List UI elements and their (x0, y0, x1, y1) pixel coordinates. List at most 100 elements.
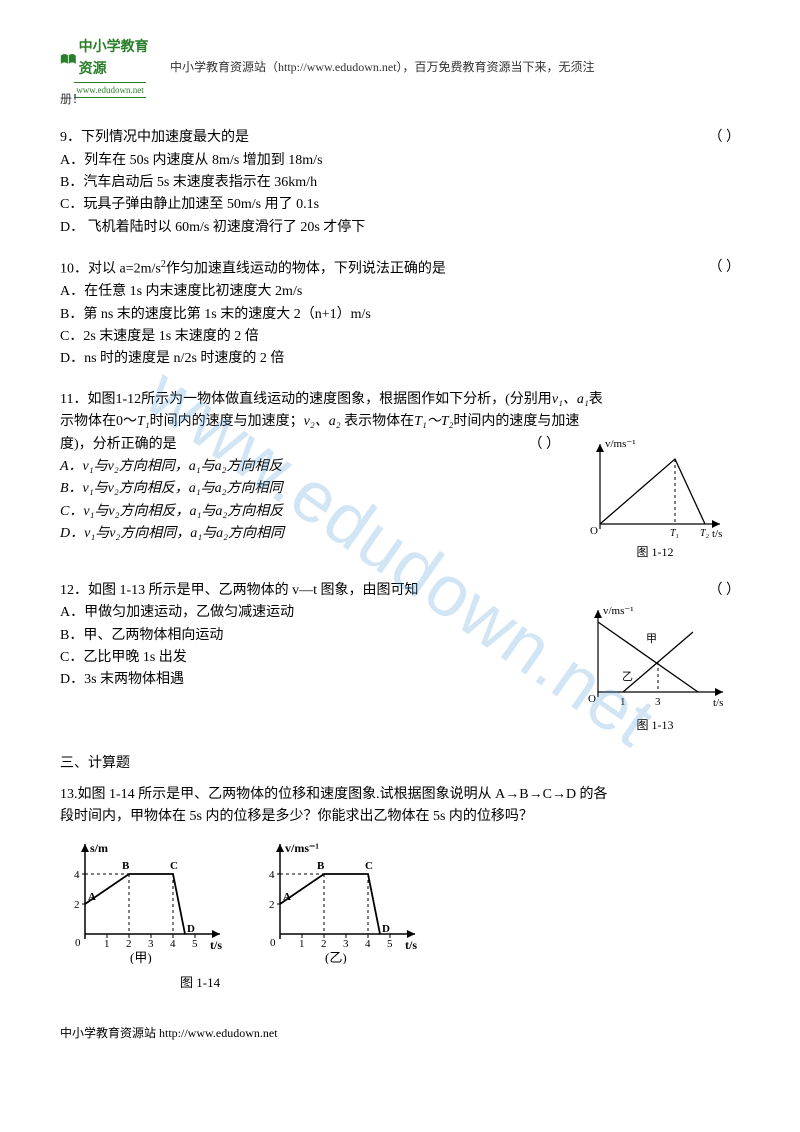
yi-B: B (317, 860, 325, 872)
q10-optD: D．ns 时的速度是 n/2s 时速度的 2 倍 (60, 348, 740, 370)
fig12-T1: T₁ (670, 528, 679, 539)
q11-optD: D．v₁与v₂方向相同，a₁与a₂方向相同 (60, 523, 570, 545)
q10-stem-post: 作匀加速直线运动的物体，下列说法正确的是 (166, 262, 446, 277)
section-3-head: 三、计算题 (60, 753, 740, 775)
q12-optB: B．甲、乙两物体相向运动 (60, 625, 570, 647)
fig12-caption: 图 1-12 (570, 543, 740, 562)
q11-paren: （ ） (529, 434, 561, 456)
question-13: 13.如图 1-14 所示是甲、乙两物体的位移和速度图象.试根据图象说明从 A→… (60, 784, 740, 994)
question-11: 11．如图1-12所示为一物体做直线运动的速度图象，根据图作如下分析，(分别用v… (60, 389, 740, 562)
q11-l2-mid1: 时间内的速度与加速度； (150, 414, 304, 429)
jia-D: D (187, 923, 195, 935)
q9-optA: A．列车在 50s 内速度从 8m/s 增加到 18m/s (60, 150, 740, 172)
yi-xlabel: t/s (405, 938, 417, 952)
figure-1-13: v/ms⁻¹ t/s O 1 3 甲 乙 图 1-13 (570, 602, 740, 735)
q9-stem: 9．下列情况中加速度最大的是 (60, 130, 249, 145)
svg-text:0: 0 (75, 937, 81, 949)
q12-paren: （ ） (709, 580, 741, 602)
q11-l2-post: 时间内的速度与加速 (453, 414, 579, 429)
fig14-caption: 图 1-14 (180, 973, 740, 994)
site-logo: 中小学教育资源 www.edudown.net (60, 50, 160, 85)
svg-text:3: 3 (343, 938, 349, 950)
q9-optC: C．玩具子弹由静止加速至 50m/s 用了 0.1s (60, 194, 740, 216)
q11-l3: 度)，分析正确的是 (60, 437, 177, 452)
q12-stem: 12．如图 1-13 所示是甲、乙两物体的 v—t 图象，由图可知 (60, 583, 419, 598)
q10-stem-pre: 10．对以 a=2m/s (60, 262, 161, 277)
jia-xlabel: t/s (210, 938, 222, 952)
svg-text:0: 0 (270, 937, 276, 949)
jia-B: B (122, 860, 130, 872)
fig13-x3: 3 (655, 696, 661, 708)
q10-options: A．在任意 1s 内末速度比初速度大 2m/s B．第 ns 末的速度比第 1s… (60, 281, 740, 371)
q10-optC: C．2s 末速度是 1s 末速度的 2 倍 (60, 326, 740, 348)
figure-1-14-jia: s/m t/s 0 1 2 3 4 5 2 4 A B C D (甲) (60, 834, 230, 972)
page-root: www.edudown.net 中小学教育资源 www.edudown.net … (0, 0, 800, 1073)
header-line1: 中小学教育资源站（http://www.edudown.net），百万免费教育资… (170, 50, 740, 77)
question-10: 10．对以 a=2m/s2作匀加速直线运动的物体，下列说法正确的是 （ ） A．… (60, 257, 740, 371)
q11-l2-mid2: 表示物体在 (341, 414, 415, 429)
page-footer: 中小学教育资源站 http://www.edudown.net (60, 1024, 740, 1043)
svg-text:5: 5 (192, 938, 198, 950)
q10-optA: A．在任意 1s 内末速度比初速度大 2m/s (60, 281, 740, 303)
jia-ylabel: s/m (90, 841, 108, 855)
yi-y4: 4 (269, 869, 275, 881)
q9-options: A．列车在 50s 内速度从 8m/s 增加到 18m/s B．汽车启动后 5s… (60, 150, 740, 240)
fig12-T2: T₂ (700, 528, 710, 539)
jia-C: C (170, 860, 178, 872)
svg-text:5: 5 (387, 938, 393, 950)
yi-sub: (乙) (325, 950, 347, 964)
yi-C: C (365, 860, 373, 872)
q13-l1: 13.如图 1-14 所示是甲、乙两物体的位移和速度图象.试根据图象说明从 A→… (60, 784, 740, 806)
svg-text:1: 1 (299, 938, 305, 950)
jia-A: A (88, 891, 96, 903)
q11-l1-pre: 11．如图1-12所示为一物体做直线运动的速度图象，根据图作如下分析，(分别用 (60, 392, 552, 407)
question-9: 9．下列情况中加速度最大的是 （ ） A．列车在 50s 内速度从 8m/s 增… (60, 127, 740, 239)
q11-l2-T1T2: T₁～T₂ (414, 414, 453, 429)
yi-D: D (382, 923, 390, 935)
header-row: 中小学教育资源 www.edudown.net 中小学教育资源站（http://… (60, 50, 740, 85)
svg-text:1: 1 (104, 938, 110, 950)
svg-text:4: 4 (365, 938, 371, 950)
q12-optD: D．3s 末两物体相遇 (60, 669, 570, 691)
fig13-xlabel: t/s (713, 697, 723, 709)
q11-l2-T1: T₁ (137, 414, 150, 429)
fig13-origin: O (588, 693, 596, 705)
q12-options: A．甲做匀加速运动，乙做匀减速运动 B．甲、乙两物体相向运动 C．乙比甲晚 1s… (60, 602, 570, 692)
jia-y2: 2 (74, 899, 80, 911)
svg-text:4: 4 (170, 938, 176, 950)
svg-text:2: 2 (126, 938, 132, 950)
svg-text:3: 3 (148, 938, 154, 950)
q11-optB: B．v₁与v₂方向相反，a₁与a₂方向相同 (60, 478, 570, 500)
fig12-ylabel: v/ms⁻¹ (605, 438, 636, 450)
q12-optC: C．乙比甲晚 1s 出发 (60, 647, 570, 669)
figure-1-12: v/ms⁻¹ t/s O T₁ T₂ 图 1-12 (570, 434, 740, 562)
q10-paren: （ ） (709, 257, 741, 279)
jia-y4: 4 (74, 869, 80, 881)
q11-l2-pre: 示物体在0～ (60, 414, 137, 429)
figure-1-14-yi: v/ms⁻¹ t/s 0 1 2 3 4 5 2 4 A B C D (乙) (255, 834, 425, 972)
q12-optA: A．甲做匀加速运动，乙做匀减速运动 (60, 602, 570, 624)
q11-l1-post: 表 (589, 392, 603, 407)
header-line2: 册！ (60, 90, 740, 109)
yi-ylabel: v/ms⁻¹ (285, 841, 319, 855)
yi-A: A (283, 891, 291, 903)
q10-optB: B．第 ns 末的速度比第 1s 末的速度大 2（n+1）m/s (60, 304, 740, 326)
yi-y2: 2 (269, 899, 275, 911)
fig12-origin: O (590, 525, 598, 537)
q9-optD: D． 飞机着陆时以 60m/s 初速度滑行了 20s 才停下 (60, 217, 740, 239)
q11-options: A．v₁与v₂方向相同，a₁与a₂方向相反 B．v₁与v₂方向相反，a₁与a₂方… (60, 456, 570, 546)
q11-l1-v1a1: v₁、a₁ (552, 392, 589, 407)
q11-optC: C．v₁与v₂方向相反，a₁与a₂方向相反 (60, 501, 570, 523)
fig12-xlabel: t/s (712, 528, 722, 539)
logo-url: www.edudown.net (74, 82, 145, 98)
fig13-x1: 1 (620, 696, 626, 708)
svg-text:2: 2 (321, 938, 327, 950)
q11-l2-v2a2: v₂、a₂ (304, 414, 341, 429)
q11-optA: A．v₁与v₂方向相同，a₁与a₂方向相反 (60, 456, 570, 478)
book-icon (60, 51, 77, 67)
logo-text: 中小学教育资源 (79, 37, 160, 82)
fig13-caption: 图 1-13 (570, 716, 740, 735)
q9-optB: B．汽车启动后 5s 末速度表指示在 36km/h (60, 172, 740, 194)
question-12: 12．如图 1-13 所示是甲、乙两物体的 v—t 图象，由图可知 （ ） A．… (60, 580, 740, 736)
fig13-jia: 甲 (646, 633, 657, 645)
